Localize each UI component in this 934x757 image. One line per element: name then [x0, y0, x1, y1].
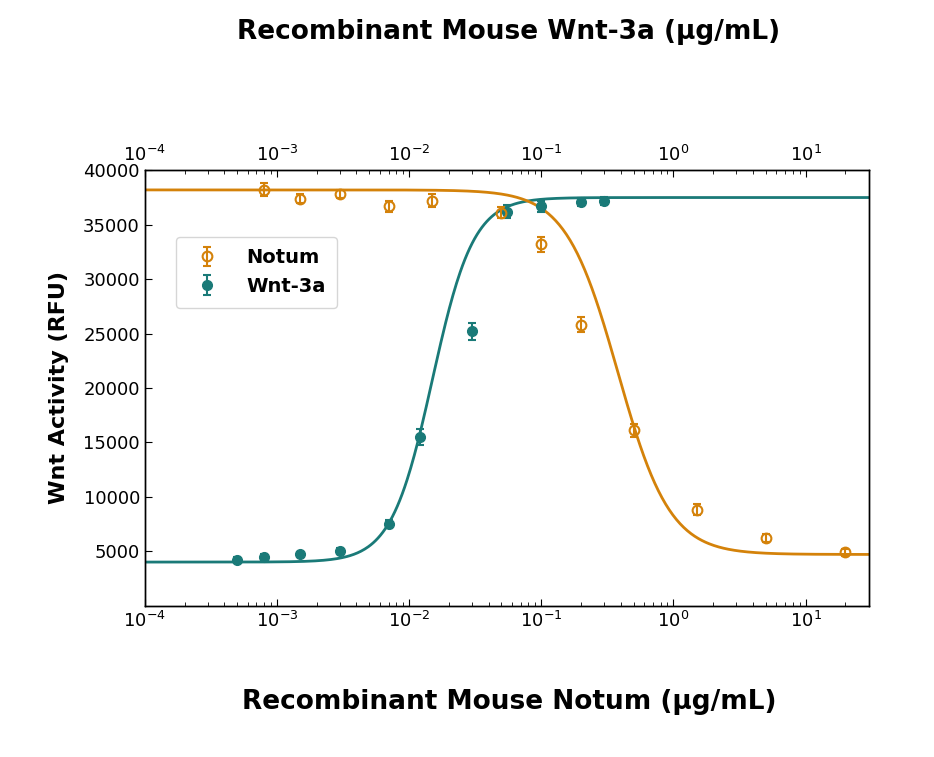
Text: Recombinant Mouse Notum (μg/mL): Recombinant Mouse Notum (μg/mL) [242, 690, 776, 715]
Legend: Notum, Wnt-3a: Notum, Wnt-3a [177, 237, 337, 307]
Text: Recombinant Mouse Wnt-3a (μg/mL): Recombinant Mouse Wnt-3a (μg/mL) [237, 19, 781, 45]
Y-axis label: Wnt Activity (RFU): Wnt Activity (RFU) [50, 272, 69, 504]
